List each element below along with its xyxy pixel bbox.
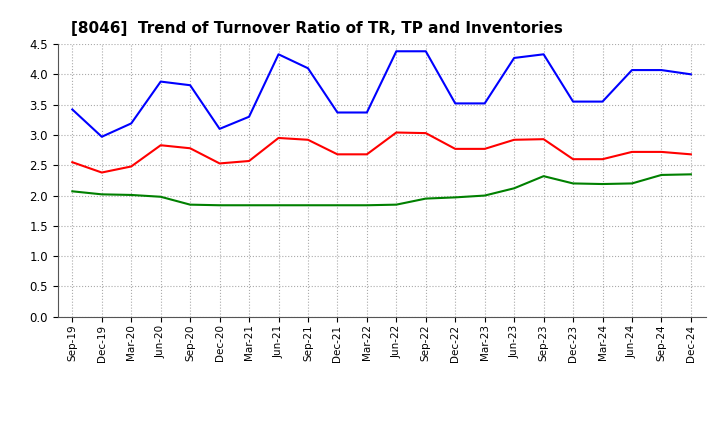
Trade Receivables (451, 146, 459, 151)
Trade Payables (333, 110, 342, 115)
Inventories (274, 202, 283, 208)
Trade Receivables (127, 164, 135, 169)
Inventories (421, 196, 430, 201)
Trade Receivables (628, 149, 636, 154)
Inventories (97, 192, 106, 197)
Inventories (245, 202, 253, 208)
Trade Payables (421, 49, 430, 54)
Inventories (304, 202, 312, 208)
Trade Payables (480, 101, 489, 106)
Inventories (687, 172, 696, 177)
Inventories (68, 189, 76, 194)
Trade Payables (215, 126, 224, 132)
Trade Payables (657, 67, 666, 73)
Trade Payables (392, 49, 400, 54)
Trade Receivables (421, 131, 430, 136)
Trade Payables (97, 134, 106, 139)
Trade Receivables (480, 146, 489, 151)
Inventories (451, 195, 459, 200)
Trade Receivables (156, 143, 165, 148)
Trade Payables (510, 55, 518, 61)
Inventories (363, 202, 372, 208)
Trade Payables (245, 114, 253, 119)
Trade Payables (598, 99, 607, 104)
Trade Receivables (333, 152, 342, 157)
Trade Payables (156, 79, 165, 84)
Inventories (539, 173, 548, 179)
Trade Receivables (510, 137, 518, 143)
Inventories (186, 202, 194, 207)
Inventories (598, 181, 607, 187)
Line: Trade Payables: Trade Payables (72, 51, 691, 137)
Trade Payables (363, 110, 372, 115)
Trade Payables (539, 51, 548, 57)
Trade Payables (186, 83, 194, 88)
Inventories (657, 172, 666, 178)
Inventories (333, 202, 342, 208)
Trade Receivables (363, 152, 372, 157)
Text: [8046]  Trend of Turnover Ratio of TR, TP and Inventories: [8046] Trend of Turnover Ratio of TR, TP… (71, 21, 562, 36)
Inventories (127, 192, 135, 198)
Inventories (156, 194, 165, 199)
Trade Receivables (598, 157, 607, 162)
Trade Receivables (245, 158, 253, 164)
Inventories (392, 202, 400, 207)
Trade Payables (451, 101, 459, 106)
Trade Payables (127, 121, 135, 126)
Trade Receivables (68, 160, 76, 165)
Trade Receivables (539, 136, 548, 142)
Inventories (215, 202, 224, 208)
Trade Receivables (274, 136, 283, 141)
Inventories (510, 186, 518, 191)
Trade Payables (687, 72, 696, 77)
Inventories (569, 181, 577, 186)
Trade Receivables (569, 157, 577, 162)
Trade Receivables (304, 137, 312, 143)
Trade Receivables (392, 130, 400, 135)
Inventories (628, 181, 636, 186)
Trade Payables (68, 107, 76, 112)
Trade Receivables (186, 146, 194, 151)
Trade Payables (628, 67, 636, 73)
Line: Inventories: Inventories (72, 174, 691, 205)
Inventories (480, 193, 489, 198)
Trade Receivables (657, 149, 666, 154)
Line: Trade Receivables: Trade Receivables (72, 132, 691, 172)
Trade Receivables (97, 170, 106, 175)
Trade Payables (274, 51, 283, 57)
Trade Payables (304, 66, 312, 71)
Trade Payables (569, 99, 577, 104)
Trade Receivables (215, 161, 224, 166)
Trade Receivables (687, 152, 696, 157)
